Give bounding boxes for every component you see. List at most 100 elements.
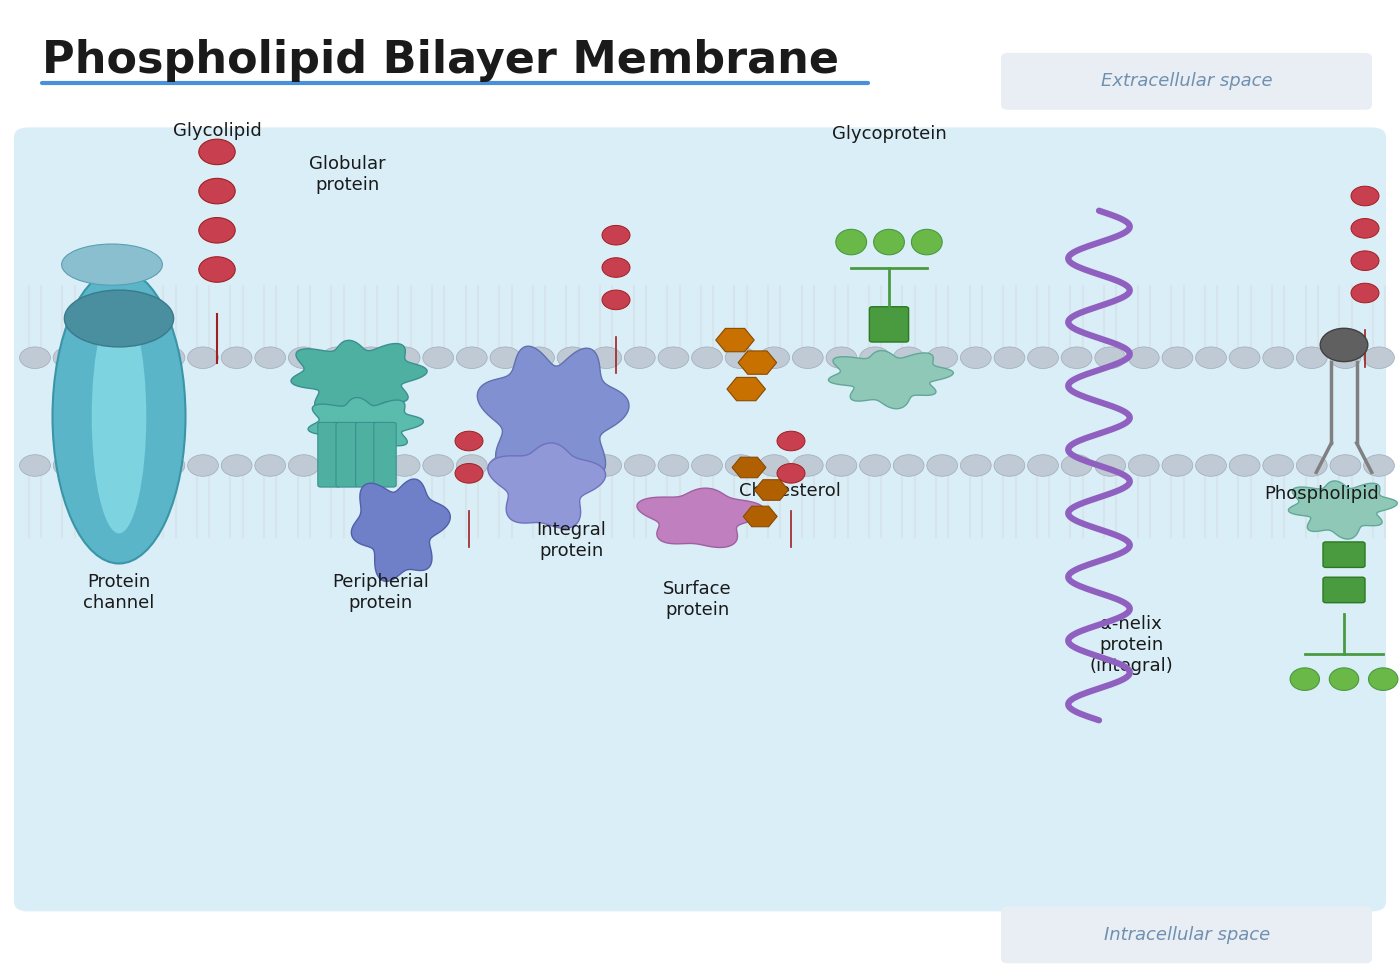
Circle shape [725, 347, 756, 368]
Circle shape [455, 464, 483, 483]
Circle shape [860, 455, 890, 476]
Ellipse shape [91, 299, 147, 534]
Circle shape [389, 347, 420, 368]
Text: Glycoprotein: Glycoprotein [832, 125, 946, 143]
Circle shape [792, 347, 823, 368]
Circle shape [602, 258, 630, 277]
Ellipse shape [874, 229, 904, 255]
FancyBboxPatch shape [1323, 577, 1365, 603]
Circle shape [960, 455, 991, 476]
Circle shape [1351, 186, 1379, 206]
Circle shape [792, 455, 823, 476]
FancyBboxPatch shape [1323, 542, 1365, 567]
Circle shape [199, 178, 235, 204]
Circle shape [591, 347, 622, 368]
Circle shape [1095, 455, 1126, 476]
Circle shape [1296, 347, 1327, 368]
Circle shape [725, 455, 756, 476]
Polygon shape [487, 443, 606, 528]
Circle shape [255, 347, 286, 368]
Circle shape [1061, 347, 1092, 368]
Circle shape [1128, 455, 1159, 476]
Circle shape [658, 347, 689, 368]
FancyBboxPatch shape [356, 422, 378, 487]
Circle shape [455, 431, 483, 451]
Text: Phospholipid Bilayer Membrane: Phospholipid Bilayer Membrane [42, 39, 839, 82]
Circle shape [557, 347, 588, 368]
Circle shape [87, 347, 118, 368]
Polygon shape [351, 479, 451, 581]
FancyBboxPatch shape [374, 422, 396, 487]
Circle shape [322, 347, 353, 368]
FancyBboxPatch shape [1001, 53, 1372, 110]
Circle shape [423, 455, 454, 476]
Circle shape [288, 347, 319, 368]
Circle shape [893, 455, 924, 476]
Ellipse shape [1291, 668, 1319, 690]
Text: Intracellular space: Intracellular space [1105, 926, 1270, 944]
Circle shape [1229, 455, 1260, 476]
Circle shape [1196, 347, 1226, 368]
Circle shape [624, 347, 655, 368]
Circle shape [154, 347, 185, 368]
Ellipse shape [836, 229, 867, 255]
Circle shape [356, 347, 386, 368]
Circle shape [658, 455, 689, 476]
Circle shape [1162, 347, 1193, 368]
Circle shape [199, 257, 235, 282]
Circle shape [692, 347, 722, 368]
Circle shape [1061, 455, 1092, 476]
Circle shape [692, 455, 722, 476]
Text: Integral
protein: Integral protein [536, 521, 606, 561]
Polygon shape [477, 346, 629, 508]
Circle shape [524, 347, 554, 368]
Circle shape [154, 455, 185, 476]
Circle shape [1263, 347, 1294, 368]
Text: Peripherial
protein: Peripherial protein [332, 573, 430, 612]
Circle shape [1128, 347, 1159, 368]
Circle shape [490, 347, 521, 368]
Circle shape [759, 455, 790, 476]
Circle shape [255, 455, 286, 476]
Circle shape [1296, 455, 1327, 476]
Circle shape [20, 347, 50, 368]
Text: Extracellular space: Extracellular space [1102, 73, 1273, 90]
Circle shape [994, 455, 1025, 476]
Circle shape [322, 455, 353, 476]
Circle shape [1028, 455, 1058, 476]
Circle shape [1095, 347, 1126, 368]
Circle shape [120, 347, 151, 368]
Circle shape [777, 431, 805, 451]
Circle shape [456, 347, 487, 368]
Circle shape [389, 455, 420, 476]
Ellipse shape [911, 229, 942, 255]
Polygon shape [829, 351, 953, 409]
Text: Surface
protein: Surface protein [662, 580, 732, 619]
Circle shape [221, 347, 252, 368]
Text: Glycolipid: Glycolipid [172, 122, 262, 140]
Ellipse shape [1330, 668, 1358, 690]
Ellipse shape [64, 290, 174, 347]
Circle shape [87, 455, 118, 476]
Circle shape [777, 464, 805, 483]
Circle shape [490, 455, 521, 476]
Text: Phospholipid: Phospholipid [1264, 485, 1379, 503]
Circle shape [893, 347, 924, 368]
Circle shape [927, 347, 958, 368]
Circle shape [221, 455, 252, 476]
Circle shape [456, 455, 487, 476]
Ellipse shape [53, 270, 185, 564]
FancyBboxPatch shape [14, 127, 1386, 911]
Ellipse shape [62, 244, 162, 285]
Circle shape [1364, 455, 1394, 476]
Polygon shape [637, 488, 764, 548]
Circle shape [524, 455, 554, 476]
Circle shape [602, 290, 630, 310]
Circle shape [1196, 455, 1226, 476]
Circle shape [1229, 347, 1260, 368]
Text: Protein
channel: Protein channel [84, 573, 154, 612]
Circle shape [1330, 347, 1361, 368]
Polygon shape [308, 398, 423, 461]
Circle shape [423, 347, 454, 368]
Circle shape [53, 455, 84, 476]
